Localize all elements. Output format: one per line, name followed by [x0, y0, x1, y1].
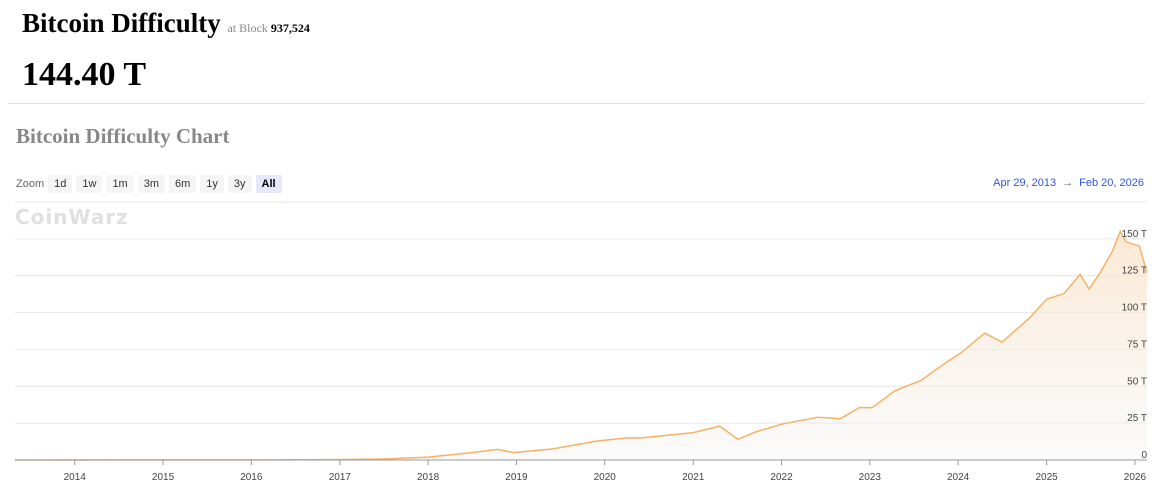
x-tick-label: 2024: [947, 472, 970, 483]
x-tick-label: 2026: [1124, 472, 1147, 483]
zoom-1y-button[interactable]: 1y: [200, 175, 224, 193]
x-tick-label: 2023: [859, 472, 882, 483]
x-tick-label: 2014: [64, 472, 87, 483]
zoom-1d-button[interactable]: 1d: [48, 175, 73, 193]
block-number: 937,524: [270, 21, 310, 35]
zoom-1m-button[interactable]: 1m: [106, 175, 134, 193]
x-tick-label: 2020: [594, 472, 617, 483]
zoom-label: Zoom: [16, 178, 45, 190]
x-tick-label: 2022: [770, 472, 793, 483]
x-tick-label: 2018: [417, 472, 440, 483]
x-tick-label: 2019: [505, 472, 528, 483]
x-tick-label: 2016: [240, 472, 263, 483]
area-fill: [15, 231, 1147, 460]
y-tick-label: 25 T: [1127, 413, 1147, 424]
range-from[interactable]: Apr 29, 2013: [993, 177, 1057, 189]
divider: [8, 103, 1145, 104]
y-tick-label: 75 T: [1127, 339, 1147, 350]
range-arrow: →: [1062, 177, 1074, 189]
y-tick-label: 50 T: [1127, 376, 1147, 387]
zoom-3y-button[interactable]: 3y: [227, 175, 252, 193]
y-tick-label: 0: [1141, 450, 1147, 461]
y-tick-label: 100 T: [1122, 303, 1147, 314]
chart-title: Bitcoin Difficulty Chart: [16, 124, 230, 148]
zoom-6m-button[interactable]: 6m: [169, 175, 197, 193]
range-to[interactable]: Feb 20, 2026: [1079, 177, 1144, 189]
x-tick-label: 2015: [152, 472, 175, 483]
x-tick-label: 2025: [1035, 472, 1058, 483]
page-title: Bitcoin Difficulty at Block 937,524: [22, 8, 310, 38]
x-tick-label: 2021: [682, 472, 705, 483]
coinwarz-logo: CoinWarz: [15, 205, 129, 229]
zoom-3m-button[interactable]: 3m: [137, 175, 165, 193]
difficulty-line: [14, 229, 1148, 461]
x-tick-label: 2017: [329, 472, 352, 483]
zoom-controls: Zoom 1d 1w 1m 3m 6m 1y 3y All: [16, 175, 282, 193]
zoom-1w-button[interactable]: 1w: [76, 175, 103, 193]
y-tick-label: 125 T: [1122, 266, 1147, 277]
date-range: Apr 29, 2013 → Feb 20, 2026: [993, 177, 1144, 189]
y-tick-label: 150 T: [1122, 229, 1147, 240]
difficulty-value: 144.40 T: [22, 56, 147, 93]
zoom-all-button[interactable]: All: [255, 175, 282, 193]
